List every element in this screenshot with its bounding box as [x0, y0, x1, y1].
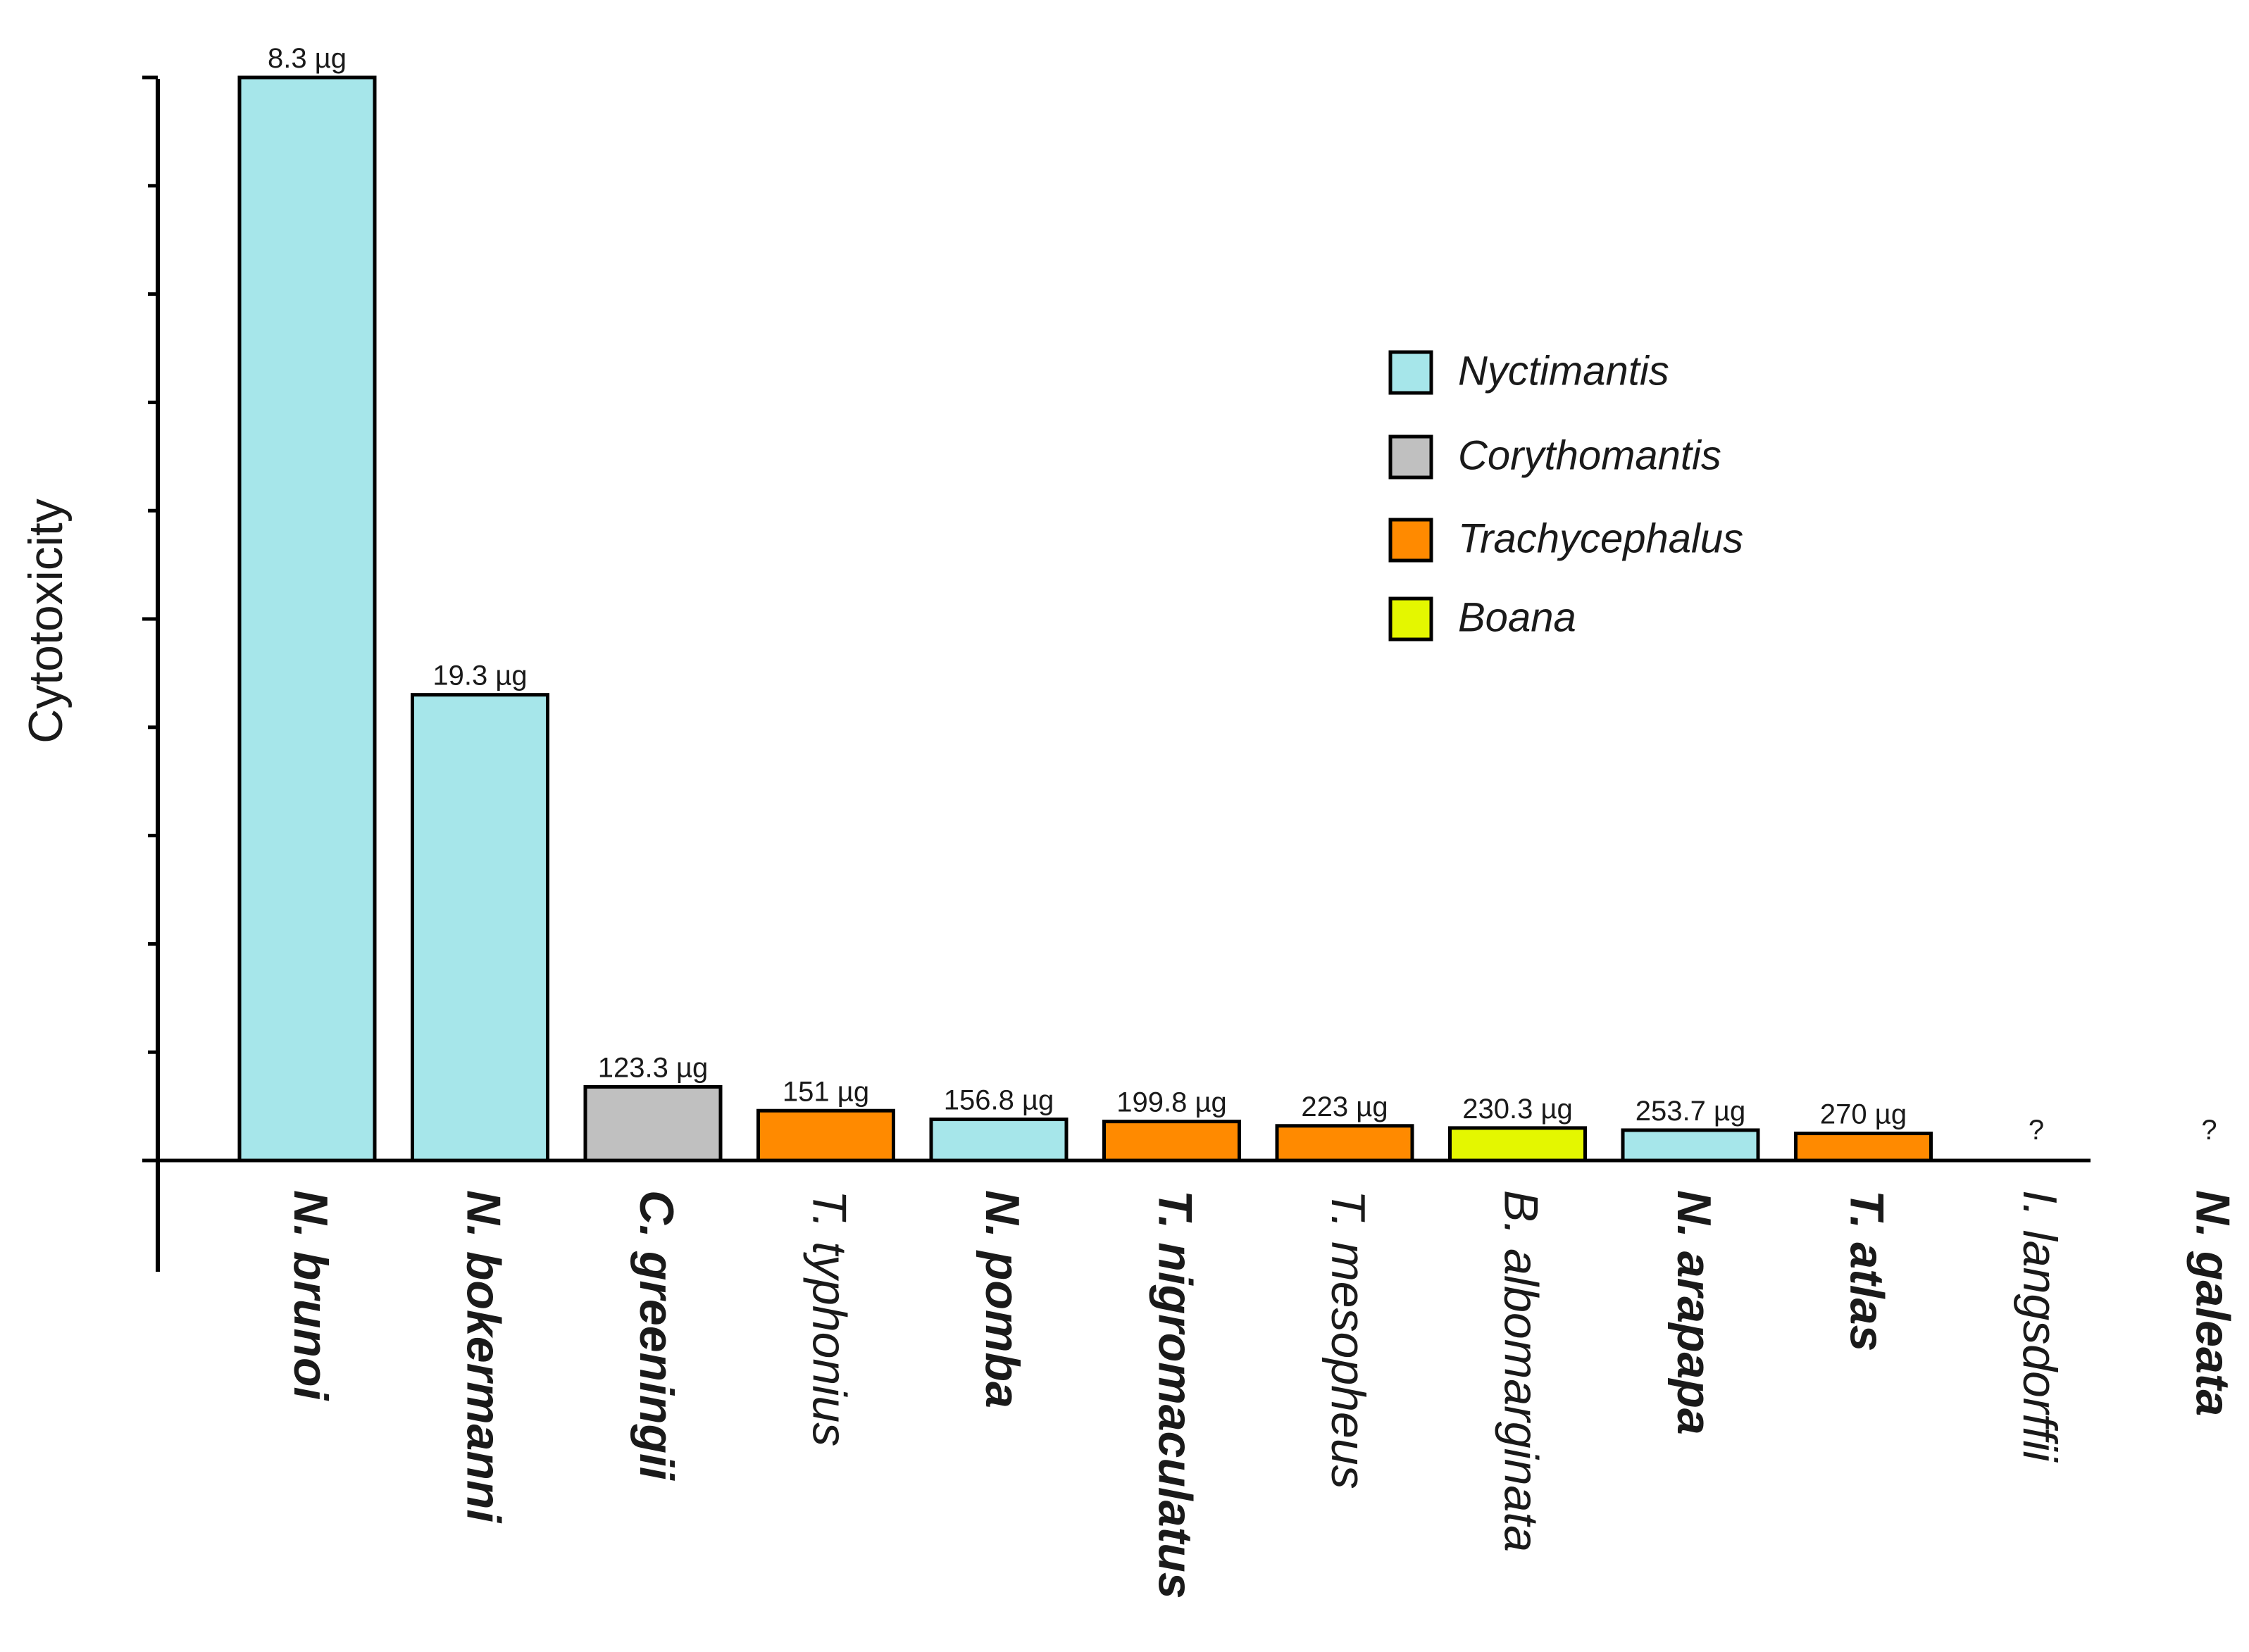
category-label: T. typhonius [803, 1190, 856, 1446]
category-label: N. pomba [976, 1190, 1029, 1408]
y-axis-label: Cytotoxicity [19, 499, 73, 744]
bar [1102, 1120, 1241, 1163]
bar [237, 75, 377, 1163]
category-label: N. arapapa [1667, 1190, 1721, 1435]
data-label: ? [2201, 1115, 2217, 1146]
data-label: 8.3 µg [268, 43, 347, 74]
bar [1448, 1126, 1587, 1163]
data-label: 151 µg [783, 1076, 869, 1107]
bars [237, 75, 1933, 1163]
bar [583, 1084, 723, 1163]
category-label: T. atlas [1840, 1190, 1894, 1351]
category-label: N. galeata [2186, 1190, 2240, 1416]
data-label: 270 µg [1820, 1099, 1907, 1130]
category-labels: N. brunoi N. bokermanni C. greeningii T. ty… [284, 1190, 2240, 1599]
category-label: B. albomarginata [1495, 1190, 1548, 1552]
legend-label: Nyctimantis [1458, 348, 1669, 394]
data-label: 199.8 µg [1116, 1087, 1227, 1118]
legend-swatch [1388, 434, 1433, 480]
data-label: 123.3 µg [598, 1052, 709, 1083]
value-labels: 8.3 µg 19.3 µg 123.3 µg 151 µg 156.8 µg 199.8… [268, 43, 2217, 1146]
category-label: C. greeningii [630, 1190, 683, 1482]
category-label: T. mesopheus [1321, 1190, 1375, 1489]
data-label: 19.3 µg [432, 661, 527, 692]
data-label: 156.8 µg [944, 1085, 1054, 1116]
bar [411, 693, 549, 1163]
bar [1794, 1132, 1933, 1163]
legend: Nyctimantis Corythomantis Trachycephalus Bo… [1388, 348, 1743, 642]
data-label: ? [2029, 1115, 2044, 1146]
category-label: I. langsdorffii [2013, 1190, 2067, 1463]
data-label: 223 µg [1301, 1091, 1388, 1122]
bar [1621, 1128, 1760, 1163]
legend-label: Corythomantis [1458, 432, 1721, 478]
legend-swatch [1388, 518, 1433, 563]
legend-swatch [1388, 350, 1433, 395]
bar [1275, 1124, 1414, 1163]
legend-label: Boana [1458, 594, 1576, 640]
data-label: 230.3 µg [1462, 1094, 1573, 1125]
bar [929, 1118, 1069, 1163]
data-label: 253.7 µg [1636, 1096, 1746, 1127]
legend-swatch [1388, 596, 1433, 642]
category-label: T. nigromaculatus [1149, 1190, 1202, 1599]
bar [756, 1108, 895, 1163]
y-ticks [142, 75, 158, 1163]
legend-label: Trachycephalus [1458, 515, 1743, 561]
category-label: N. brunoi [284, 1190, 337, 1402]
category-label: N. bokermanni [457, 1190, 511, 1524]
